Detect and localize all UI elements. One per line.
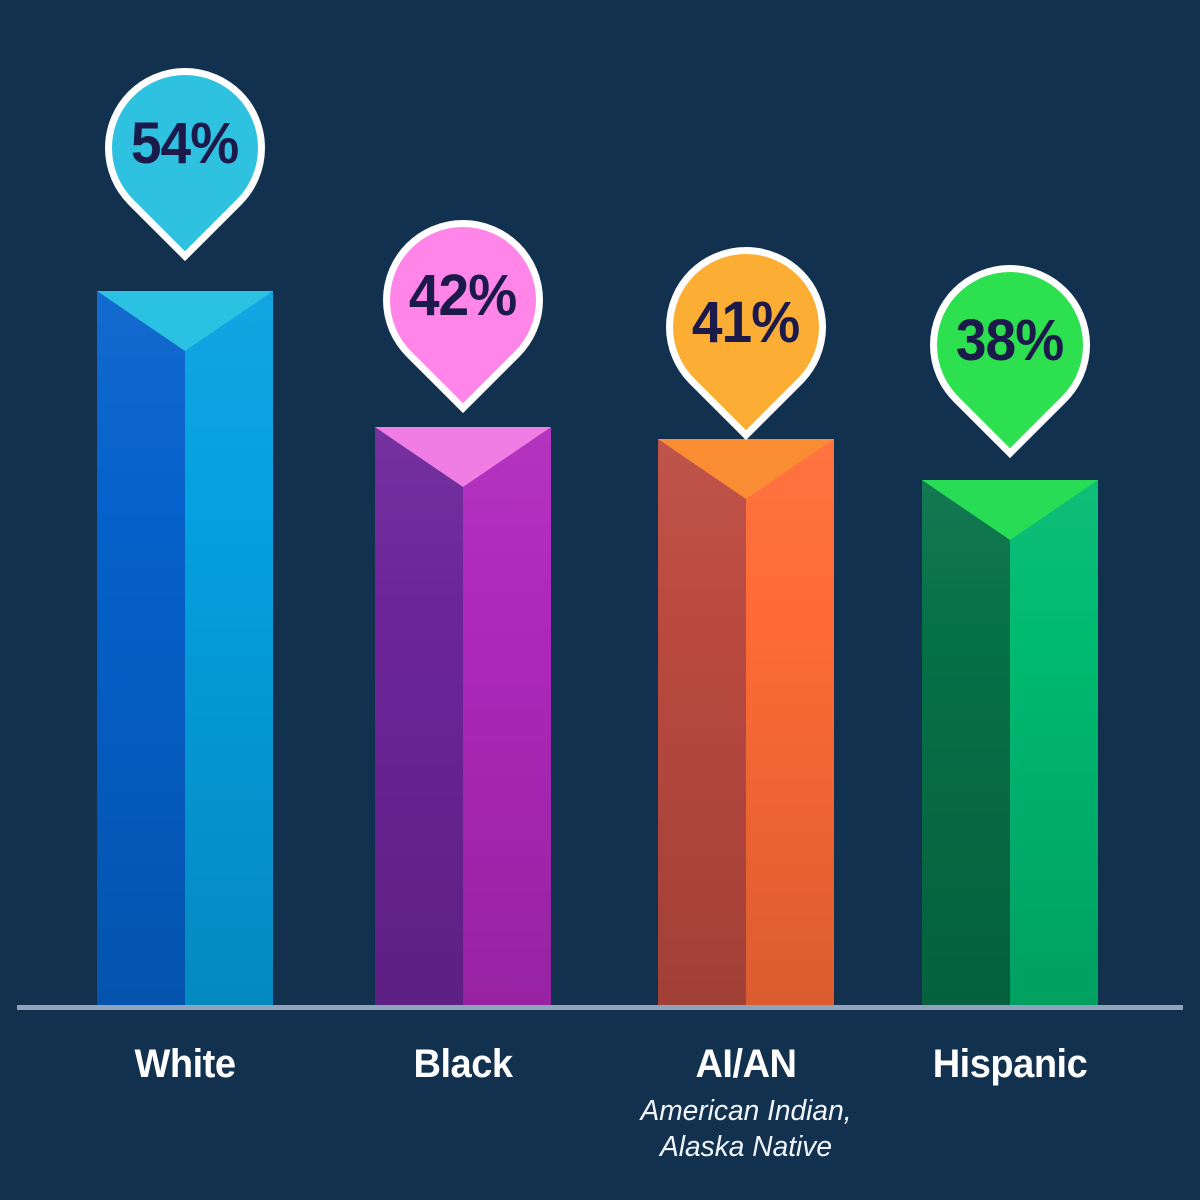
value-pin-hispanic: 38% xyxy=(896,231,1124,459)
pin-balloon: 41% xyxy=(632,213,860,441)
value-pin-white: 54% xyxy=(71,34,299,262)
bar-left-face xyxy=(97,291,185,1008)
category-label: Hispanic xyxy=(932,1042,1088,1086)
category-sublabel: American Indian, Alaska Native xyxy=(640,1095,852,1163)
value-label: 41% xyxy=(692,289,800,355)
category-label: Black xyxy=(413,1042,513,1086)
value-pin-aian: 41% xyxy=(632,213,860,441)
pin-balloon: 54% xyxy=(71,34,299,262)
pin-inner: 41% xyxy=(673,254,819,400)
bar-right-face xyxy=(463,427,551,1008)
bar-right-face xyxy=(1010,480,1098,1008)
pin-balloon: 38% xyxy=(896,231,1124,459)
category-label: AI/AN xyxy=(695,1042,797,1086)
bar-left-face xyxy=(922,480,1010,1008)
bar-column-white xyxy=(97,291,273,1008)
bar-column-black xyxy=(375,427,551,1008)
bar-right-face xyxy=(746,439,834,1008)
pin-balloon: 42% xyxy=(349,186,577,414)
value-label: 42% xyxy=(409,262,517,328)
value-pin-black: 42% xyxy=(349,186,577,414)
bar-left-face xyxy=(658,439,746,1008)
bar-left-face xyxy=(375,427,463,1008)
bar-right-face xyxy=(185,291,273,1008)
pin-inner: 42% xyxy=(390,227,536,373)
bar-column-hispanic xyxy=(922,480,1098,1008)
category-label: White xyxy=(134,1042,236,1086)
pin-inner: 38% xyxy=(937,272,1083,418)
baseline-axis xyxy=(17,1005,1183,1010)
value-label: 38% xyxy=(956,307,1064,373)
pin-inner: 54% xyxy=(112,75,258,221)
bar-column-aian xyxy=(658,439,834,1008)
value-label: 54% xyxy=(131,110,239,176)
